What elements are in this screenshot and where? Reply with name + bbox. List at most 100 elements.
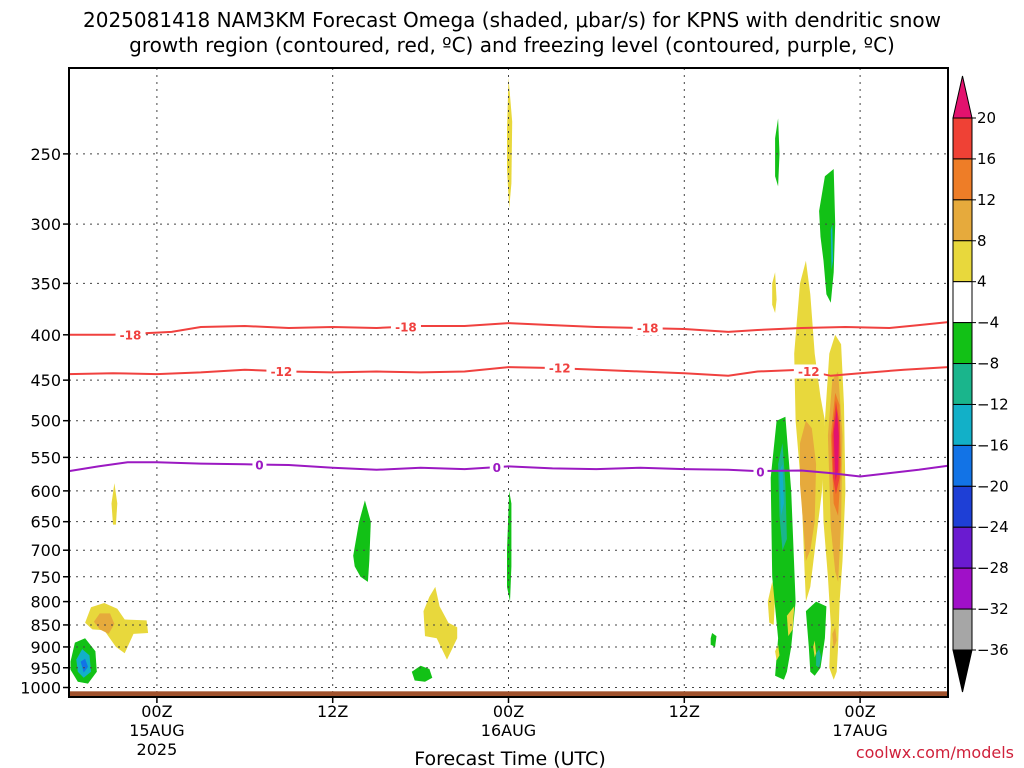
colorbar-label: 4	[977, 273, 987, 291]
colorbar-segment	[952, 567, 973, 610]
omega-region-21	[800, 420, 817, 561]
contour-label: -12	[798, 365, 820, 379]
omega-region-16	[779, 464, 784, 516]
colorbar-segment	[952, 117, 973, 160]
omega-region-1	[93, 613, 115, 634]
omega-region-0	[85, 603, 149, 654]
colorbar-label: 8	[977, 232, 987, 250]
y-tick-label: 750	[30, 568, 61, 587]
omega-region-23	[816, 649, 822, 668]
colorbar-segment	[952, 363, 973, 405]
colorbar-label: −20	[977, 477, 1009, 495]
omega-region-12	[767, 581, 776, 625]
x-tick-date: 15AUG	[129, 721, 184, 740]
omega-region-17	[775, 118, 780, 187]
contour-label-bg	[793, 364, 824, 379]
colorbar-segment	[952, 199, 973, 242]
y-tick-label: 450	[30, 371, 61, 390]
colorbar-label: −8	[977, 355, 999, 373]
chart-title-line-1: 2025081418 NAM3KM Forecast Omega (shaded…	[83, 8, 941, 32]
omega-region-19	[786, 606, 795, 637]
y-tick-label: 1000	[20, 678, 61, 697]
colorbar-label: −16	[977, 436, 1009, 454]
chart-title-line-2: growth region (contoured, red, ºC) and f…	[129, 33, 895, 57]
y-tick-label: 650	[30, 513, 61, 532]
colorbar-label: 16	[977, 150, 996, 168]
y-tick-label: 900	[30, 638, 61, 657]
colorbar-label: −12	[977, 395, 1009, 413]
contour-label-bg	[489, 460, 504, 475]
omega-region-18	[775, 644, 780, 661]
contour-label-bg	[266, 364, 297, 379]
x-tick-date: 17AUG	[832, 721, 887, 740]
omega-region-11	[710, 633, 717, 647]
colorbar-segment	[952, 158, 973, 201]
colorbar-segment	[952, 444, 973, 487]
contour-label: -18	[395, 321, 417, 335]
x-tick-year: 2025	[137, 740, 178, 759]
y-tick-label: 550	[30, 448, 61, 467]
terrain-bar	[69, 691, 948, 697]
contour-label: -12	[271, 365, 293, 379]
x-tick-date: 16AUG	[481, 721, 536, 740]
colorbar-segment	[952, 485, 973, 528]
colorbar-label: −28	[977, 559, 1009, 577]
x-tick-label: 12Z	[669, 702, 700, 721]
contour-label-bg	[390, 320, 421, 335]
y-tick-label: 500	[30, 412, 61, 431]
colorbar-label: 12	[977, 191, 996, 209]
y-axis-ticks: 250 300 350 400 450 500 550 600 650 700 750 800 850 9…	[20, 145, 69, 697]
credit-link[interactable]: coolwx.com/models	[856, 743, 1014, 762]
colorbar-segment	[952, 526, 973, 569]
colorbar-arrow-top	[952, 75, 973, 119]
x-tick-label: 12Z	[317, 702, 348, 721]
y-tick-label: 800	[30, 593, 61, 612]
colorbar-arrow-bottom	[952, 649, 973, 693]
colorbar-label: −4	[977, 314, 999, 332]
colorbar-label: 20	[977, 109, 996, 127]
y-tick-label: 300	[30, 215, 61, 234]
y-tick-label: 850	[30, 616, 61, 635]
x-tick-label: 00Z	[493, 702, 524, 721]
omega-region-5	[80, 658, 88, 673]
contour-label: 0	[756, 465, 764, 479]
colorbar-label: −24	[977, 518, 1009, 536]
omega-shading	[70, 77, 846, 684]
omega-region-10	[507, 490, 512, 602]
omega-region-22	[805, 601, 827, 676]
contour-label: -12	[549, 361, 571, 375]
colorbar-label: −32	[977, 600, 1009, 618]
x-axis-label: Forecast Time (UTC)	[414, 748, 605, 768]
y-tick-label: 700	[30, 541, 61, 560]
y-tick-label: 350	[30, 274, 61, 293]
contour-label: 0	[493, 461, 501, 475]
contour-label: -18	[637, 322, 659, 336]
contour-label-bg	[544, 360, 575, 375]
contour-labels: -18 -18 -18 -12 -12 -12 0 0 0	[115, 320, 824, 479]
contour-label-bg	[753, 464, 768, 479]
omega-region-8	[411, 665, 433, 682]
omega-region-7	[423, 586, 458, 660]
contour-label: 0	[255, 459, 263, 473]
contour-line--18	[69, 321, 949, 336]
omega-region-24	[813, 640, 817, 658]
colorbar-segment	[952, 608, 973, 651]
contour-label-bg	[115, 327, 146, 342]
x-tick-label: 00Z	[844, 702, 875, 721]
colorbar-segment	[952, 322, 973, 365]
omega-region-32	[832, 627, 837, 650]
omega-region-26	[830, 224, 833, 270]
colorbar-label: −36	[977, 641, 1009, 659]
omega-region-25	[819, 169, 836, 303]
y-tick-label: 250	[30, 145, 61, 164]
colorbar-segment	[952, 240, 973, 283]
x-tick-label: 00Z	[141, 702, 172, 721]
y-tick-label: 600	[30, 482, 61, 501]
y-tick-label: 400	[30, 326, 61, 345]
omega-region-31	[833, 409, 839, 482]
omega-region-13	[772, 272, 777, 313]
contour-label-bg	[252, 458, 267, 473]
y-tick-label: 950	[30, 659, 61, 678]
